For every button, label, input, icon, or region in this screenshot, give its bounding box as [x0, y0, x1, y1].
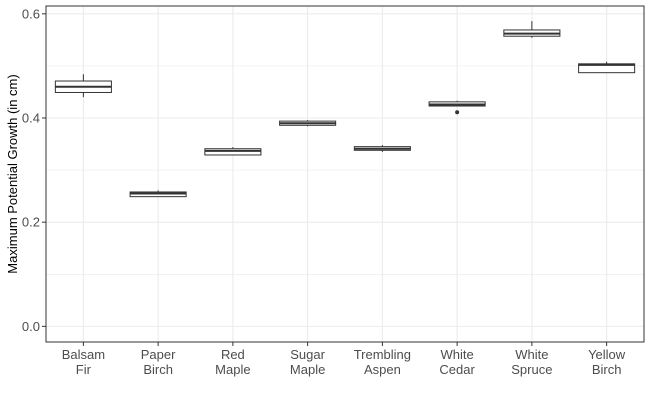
x-tick-label-line: White	[515, 347, 548, 362]
x-tick-label-line: Spruce	[511, 362, 552, 377]
box-white-cedar	[428, 100, 486, 115]
x-tick-label: White Cedar	[439, 347, 475, 377]
box-paper-birch	[129, 190, 187, 198]
boxes	[54, 21, 636, 198]
x-tick-label: Sugar Maple	[290, 347, 326, 377]
box-yellow-birch	[578, 61, 636, 74]
x-tick-label-line: White	[441, 347, 474, 362]
x-tick-label-line: Aspen	[364, 362, 401, 377]
y-tick-label: 0.4	[22, 111, 40, 126]
y-axis-ticks: 0.0 0.2 0.4 0.6	[22, 6, 46, 334]
x-tick-label-line: Paper	[141, 347, 176, 362]
box-red-maple	[204, 147, 262, 156]
x-tick-label-line: Cedar	[439, 362, 475, 377]
x-tick-label: Balsam Fir	[62, 347, 105, 377]
panel-border	[45, 5, 645, 343]
x-tick-label-line: Yellow	[588, 347, 626, 362]
y-tick-label: 0.0	[22, 319, 40, 334]
x-tick-label: White Spruce	[511, 347, 552, 377]
y-tick-label: 0.2	[22, 215, 40, 230]
box-trembling-aspen	[353, 145, 411, 152]
box-body	[578, 63, 636, 74]
box-sugar-maple	[279, 120, 337, 127]
x-tick-label-line: Sugar	[290, 347, 325, 362]
x-tick-label-line: Birch	[143, 362, 173, 377]
x-tick-label: Trembling Aspen	[354, 347, 411, 377]
x-tick-label-line: Trembling	[354, 347, 411, 362]
grid-lines	[46, 6, 644, 342]
outlier-point	[455, 110, 460, 115]
box-balsam-fir	[54, 74, 112, 98]
x-tick-label-line: Birch	[592, 362, 622, 377]
x-tick-label-line: Maple	[290, 362, 325, 377]
x-tick-label-line: Fir	[76, 362, 92, 377]
x-tick-label-line: Maple	[215, 362, 250, 377]
y-axis-title: Maximum Potential Growth (in cm)	[5, 74, 20, 273]
y-tick-label: 0.6	[22, 6, 40, 21]
x-tick-label-line: Red	[221, 347, 245, 362]
x-tick-label: Red Maple	[215, 347, 250, 377]
x-tick-label: Paper Birch	[141, 347, 176, 377]
x-tick-label: Yellow Birch	[588, 347, 626, 377]
box-white-spruce	[503, 21, 561, 38]
x-tick-label-line: Balsam	[62, 347, 105, 362]
box-body	[204, 148, 262, 156]
